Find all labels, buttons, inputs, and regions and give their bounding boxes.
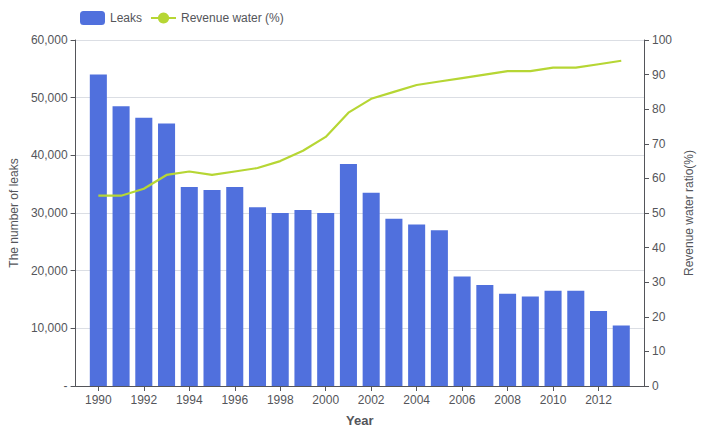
svg-text:20: 20 <box>652 310 666 324</box>
svg-text:60: 60 <box>652 171 666 185</box>
svg-text:80: 80 <box>652 102 666 116</box>
svg-text:0: 0 <box>652 379 659 393</box>
svg-text:30,000: 30,000 <box>31 206 68 220</box>
svg-text:2008: 2008 <box>494 393 521 407</box>
svg-text:The number of leaks: The number of leaks <box>7 158 21 267</box>
svg-text:20,000: 20,000 <box>31 264 68 278</box>
svg-text:1998: 1998 <box>267 393 294 407</box>
svg-text:40: 40 <box>652 241 666 255</box>
svg-text:10: 10 <box>652 344 666 358</box>
svg-text:2004: 2004 <box>403 393 430 407</box>
svg-text:Year: Year <box>346 413 373 428</box>
svg-text:2012: 2012 <box>585 393 612 407</box>
svg-text:2010: 2010 <box>540 393 567 407</box>
svg-text:100: 100 <box>652 33 672 47</box>
svg-text:10,000: 10,000 <box>31 321 68 335</box>
svg-text:1990: 1990 <box>85 393 112 407</box>
svg-text:90: 90 <box>652 68 666 82</box>
svg-text:60,000: 60,000 <box>31 33 68 47</box>
svg-text:2000: 2000 <box>312 393 339 407</box>
svg-text:50: 50 <box>652 206 666 220</box>
svg-text:40,000: 40,000 <box>31 148 68 162</box>
svg-text:-: - <box>64 379 68 393</box>
svg-text:70: 70 <box>652 137 666 151</box>
svg-text:1992: 1992 <box>130 393 157 407</box>
svg-text:1996: 1996 <box>221 393 248 407</box>
svg-text:1994: 1994 <box>176 393 203 407</box>
svg-text:2006: 2006 <box>449 393 476 407</box>
svg-text:Leaks: Leaks <box>110 11 142 25</box>
svg-text:50,000: 50,000 <box>31 91 68 105</box>
svg-text:Revenue water ratio(%): Revenue water ratio(%) <box>682 150 696 276</box>
svg-text:30: 30 <box>652 275 666 289</box>
svg-text:2002: 2002 <box>358 393 385 407</box>
svg-text:Revenue water (%): Revenue water (%) <box>181 11 284 25</box>
